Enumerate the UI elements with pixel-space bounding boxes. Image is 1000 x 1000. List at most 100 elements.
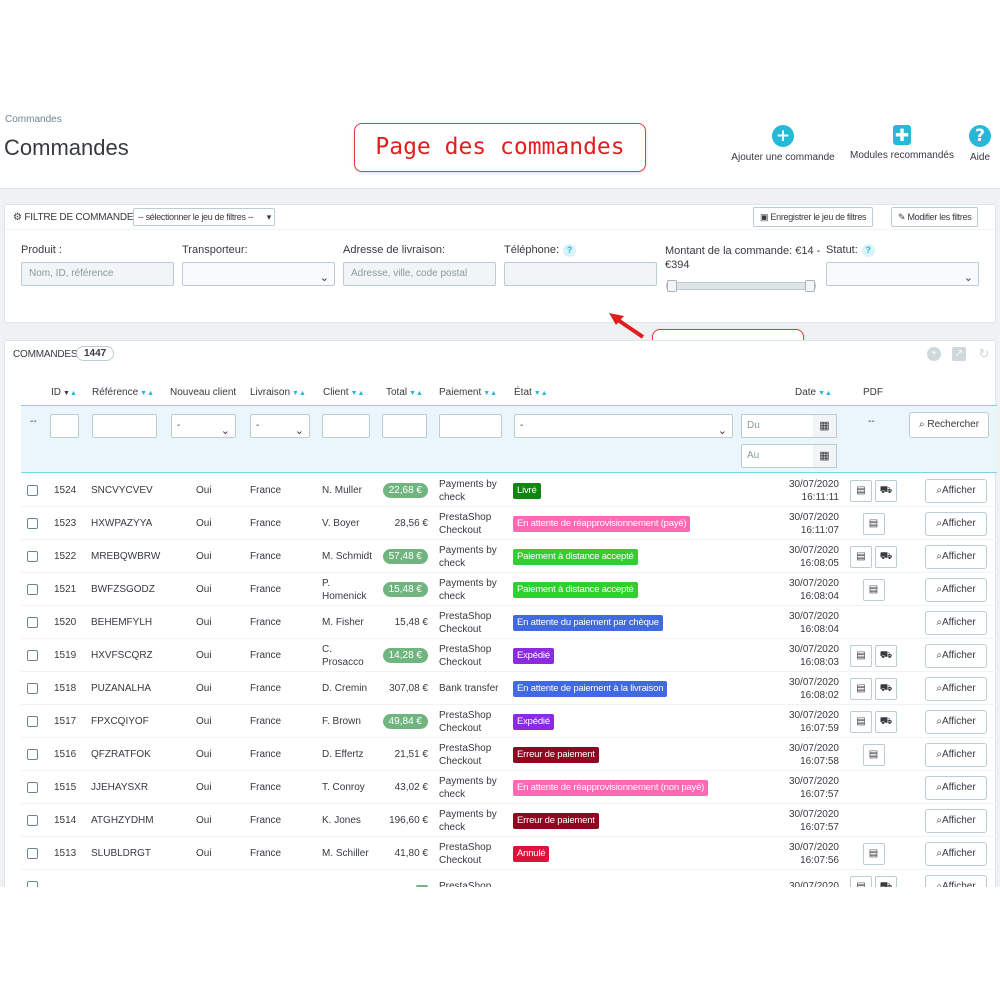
table-row[interactable]: 1517 FPXCQIYOF Oui France F. Brown 49,84 € Pre… [21,705,997,738]
row-checkbox-cell[interactable] [27,738,41,771]
product-input[interactable]: Nom, ID, référence [21,262,174,286]
row-checkbox-cell[interactable] [27,606,41,639]
row-checkbox-cell[interactable] [27,474,41,507]
view-order-button[interactable]: ⌕ Afficher [925,709,987,734]
invoice-icon[interactable]: ▤ [862,512,885,535]
save-filter-set-button[interactable]: ▣ Enregistrer le jeu de filtres [753,207,874,227]
row-checkbox[interactable] [27,716,38,727]
table-row[interactable]: 1515 JJEHAYSXR Oui France T. Conroy 43,02 € Pa… [21,771,997,804]
table-row[interactable]: 1524 SNCVYCVEV Oui France N. Muller 22,68 € Pa… [21,474,997,507]
client-filter-input[interactable] [322,414,370,438]
invoice-icon[interactable]: ▤ [862,743,885,766]
carrier-select[interactable]: ⌄ [182,262,335,286]
reference-filter-input[interactable] [92,414,157,438]
row-checkbox[interactable] [27,782,38,793]
table-row[interactable]: 1513 SLUBLDRGT Oui France M. Schiller 41,80 €… [21,837,997,870]
add-circle-icon[interactable]: + [927,347,941,361]
invoice-icon[interactable]: ▤ [850,479,872,502]
amount-range-slider[interactable] [666,280,816,292]
invoice-icon[interactable]: ▤ [850,644,872,667]
row-checkbox[interactable] [27,848,38,859]
invoice-icon[interactable]: ▤ [850,875,872,887]
row-checkbox[interactable] [27,518,38,529]
table-row[interactable]: 1522 MREBQWBRW Oui France M. Schmidt 57,48 € P… [21,540,997,573]
row-checkbox[interactable] [27,485,38,496]
table-row[interactable]: 1519 HXVFSCQRZ Oui France C. Prosacco 14,28 €… [21,639,997,672]
col-date-header[interactable]: Date ▼▲ [795,387,832,398]
row-checkbox[interactable] [27,881,38,887]
view-order-button[interactable]: ⌕ Afficher [925,577,987,602]
date-from-input[interactable]: Du [741,414,814,438]
view-order-button[interactable]: ⌕ Afficher [925,610,987,635]
invoice-icon[interactable]: ▤ [850,710,872,733]
invoice-icon[interactable]: ▤ [850,677,872,700]
delivery-slip-icon[interactable]: ⛟ [875,677,897,700]
recommended-modules-button[interactable]: ✚ Modules recommandés [846,125,958,161]
col-client-header[interactable]: Client ▼▲ [323,387,365,398]
delivery-filter-select[interactable]: - ⌄ [250,414,310,438]
row-checkbox[interactable] [27,584,38,595]
col-total-header[interactable]: Total ▼▲ [386,387,423,398]
view-order-button[interactable]: ⌕ Afficher [925,676,987,701]
add-order-button[interactable]: + Ajouter une commande [728,125,838,163]
help-button[interactable]: ? Aide [964,125,996,163]
view-order-button[interactable]: ⌕ Afficher [925,841,987,866]
row-checkbox-cell[interactable] [27,870,41,887]
payment-filter-input[interactable] [439,414,502,438]
amount-min-handle[interactable] [667,280,677,292]
invoice-icon[interactable]: ▤ [862,842,885,865]
view-order-button[interactable]: ⌕ Afficher [925,478,987,503]
new-client-filter-select[interactable]: - ⌄ [171,414,236,438]
row-checkbox[interactable] [27,683,38,694]
view-order-button[interactable]: ⌕ Afficher [925,874,987,887]
state-filter-select[interactable]: - ⌄ [514,414,733,438]
view-order-button[interactable]: ⌕ Afficher [925,544,987,569]
filter-set-select[interactable]: -- sélectionner le jeu de filtres -- ▾ [133,208,275,226]
delivery-slip-icon[interactable]: ⛟ [875,710,897,733]
view-order-button[interactable]: ⌕ Afficher [925,643,987,668]
row-checkbox-cell[interactable] [27,540,41,573]
help-icon[interactable]: ? [861,244,875,257]
row-checkbox[interactable] [27,815,38,826]
refresh-icon[interactable]: ↻ [978,346,990,361]
help-icon[interactable]: ? [563,244,577,257]
table-row[interactable]: 1523 HXWPAZYYA Oui France V. Boyer 28,56 € Pre… [21,507,997,540]
amount-max-handle[interactable] [805,280,815,292]
table-row[interactable]: 1520 BEHEMFYLH Oui France M. Fisher 15,48 € Pr… [21,606,997,639]
delivery-slip-icon[interactable]: ⛟ [875,644,897,667]
row-checkbox-cell[interactable] [27,804,41,837]
view-order-button[interactable]: ⌕ Afficher [925,511,987,536]
delivery-slip-icon[interactable]: ⛟ [875,545,897,568]
col-reference-header[interactable]: Référence ▼▲ [92,387,154,398]
row-checkbox[interactable] [27,617,38,628]
export-icon[interactable]: ↗ [952,347,966,361]
table-row[interactable]: 1521 BWFZSGODZ Oui France P. Homenick 15,48 €… [21,573,997,606]
invoice-icon[interactable]: ▤ [850,545,872,568]
view-order-button[interactable]: ⌕ Afficher [925,742,987,767]
row-checkbox-cell[interactable] [27,837,41,870]
total-filter-input[interactable] [382,414,427,438]
search-button[interactable]: ⌕ Rechercher [909,412,989,438]
invoice-icon[interactable]: ▤ [862,578,885,601]
delivery-slip-icon[interactable]: ⛟ [875,875,897,887]
phone-input[interactable] [504,262,657,286]
view-order-button[interactable]: ⌕ Afficher [925,808,987,833]
table-row[interactable]: PrestaShop 30/07/2020 ▤ ⛟ ⌕ Afficher [21,870,997,887]
row-checkbox[interactable] [27,650,38,661]
table-row[interactable]: 1516 QFZRATFOK Oui France D. Effertz 21,51 € P… [21,738,997,771]
delivery-address-input[interactable]: Adresse, ville, code postal [343,262,496,286]
delivery-slip-icon[interactable]: ⛟ [875,479,897,502]
table-row[interactable]: 1518 PUZANALHA Oui France D. Cremin 307,08 € B… [21,672,997,705]
row-checkbox-cell[interactable] [27,705,41,738]
row-checkbox-cell[interactable] [27,639,41,672]
row-checkbox-cell[interactable] [27,672,41,705]
col-payment-header[interactable]: Paiement ▼▲ [439,387,498,398]
row-checkbox-cell[interactable] [27,771,41,804]
row-checkbox[interactable] [27,551,38,562]
row-checkbox[interactable] [27,749,38,760]
status-select[interactable]: ⌄ [826,262,979,286]
col-id-header[interactable]: ID ▼▲ [51,387,77,398]
calendar-icon[interactable]: ▦ [813,444,837,468]
col-state-header[interactable]: État ▼▲ [514,387,548,398]
calendar-icon[interactable]: ▦ [813,414,837,438]
